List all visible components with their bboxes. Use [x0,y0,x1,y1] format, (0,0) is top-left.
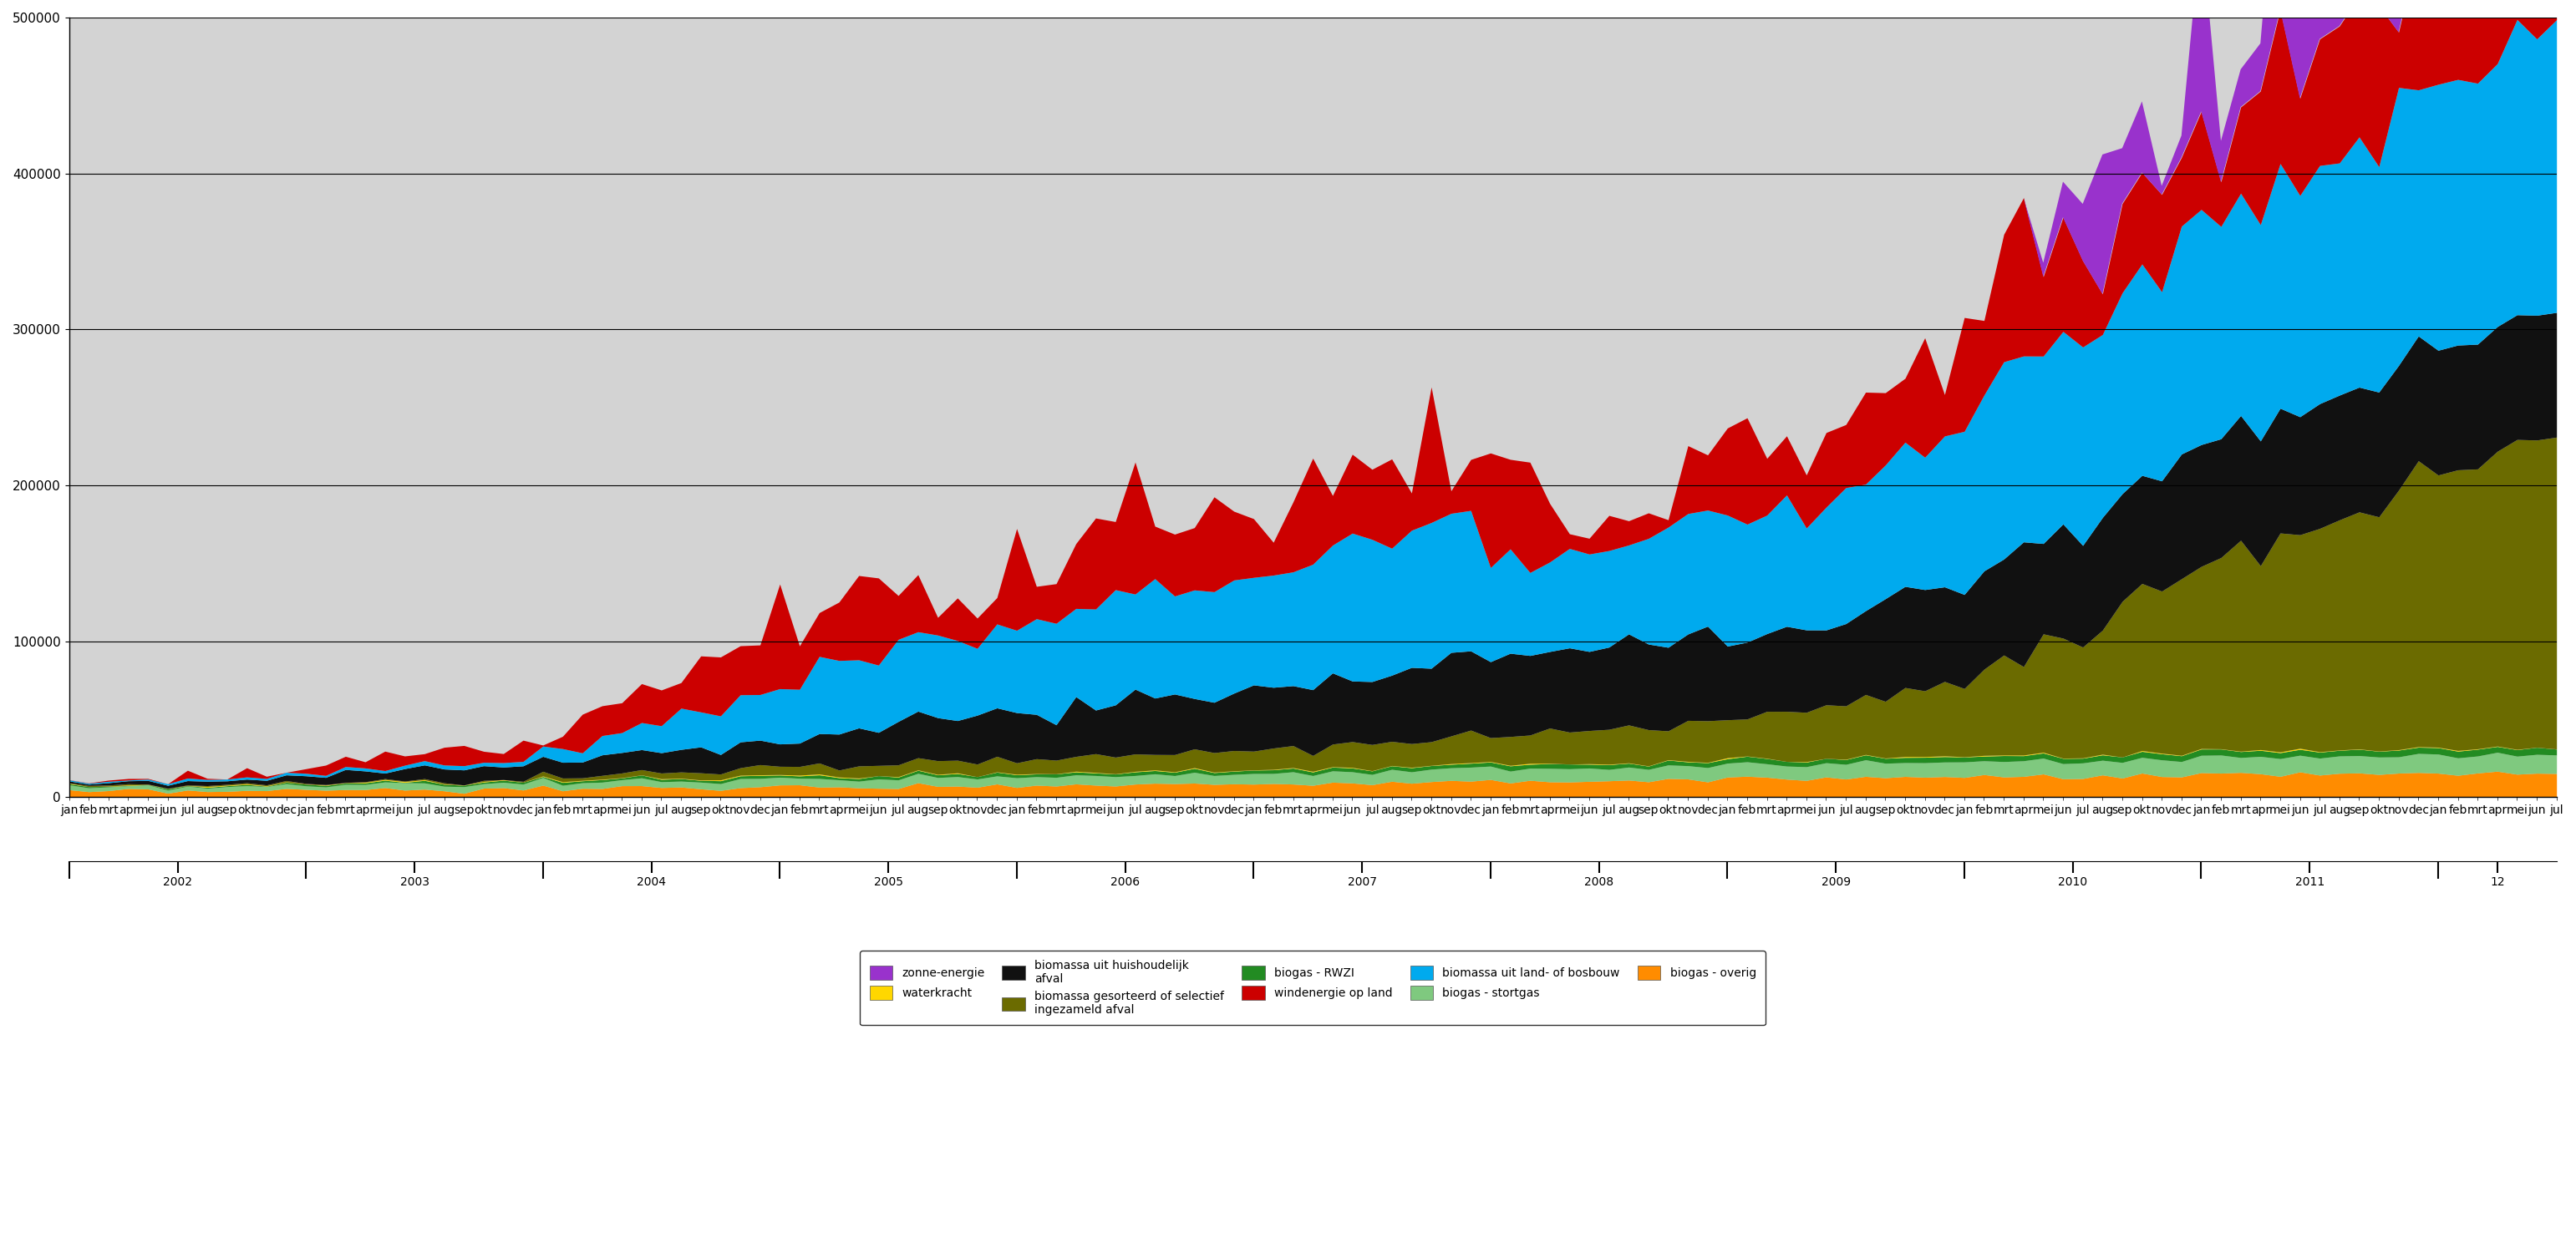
Legend: zonne-energie, waterkracht, biomassa uit huishoudelijk
afval, biomassa gesorteer: zonne-energie, waterkracht, biomassa uit… [860,950,1765,1025]
